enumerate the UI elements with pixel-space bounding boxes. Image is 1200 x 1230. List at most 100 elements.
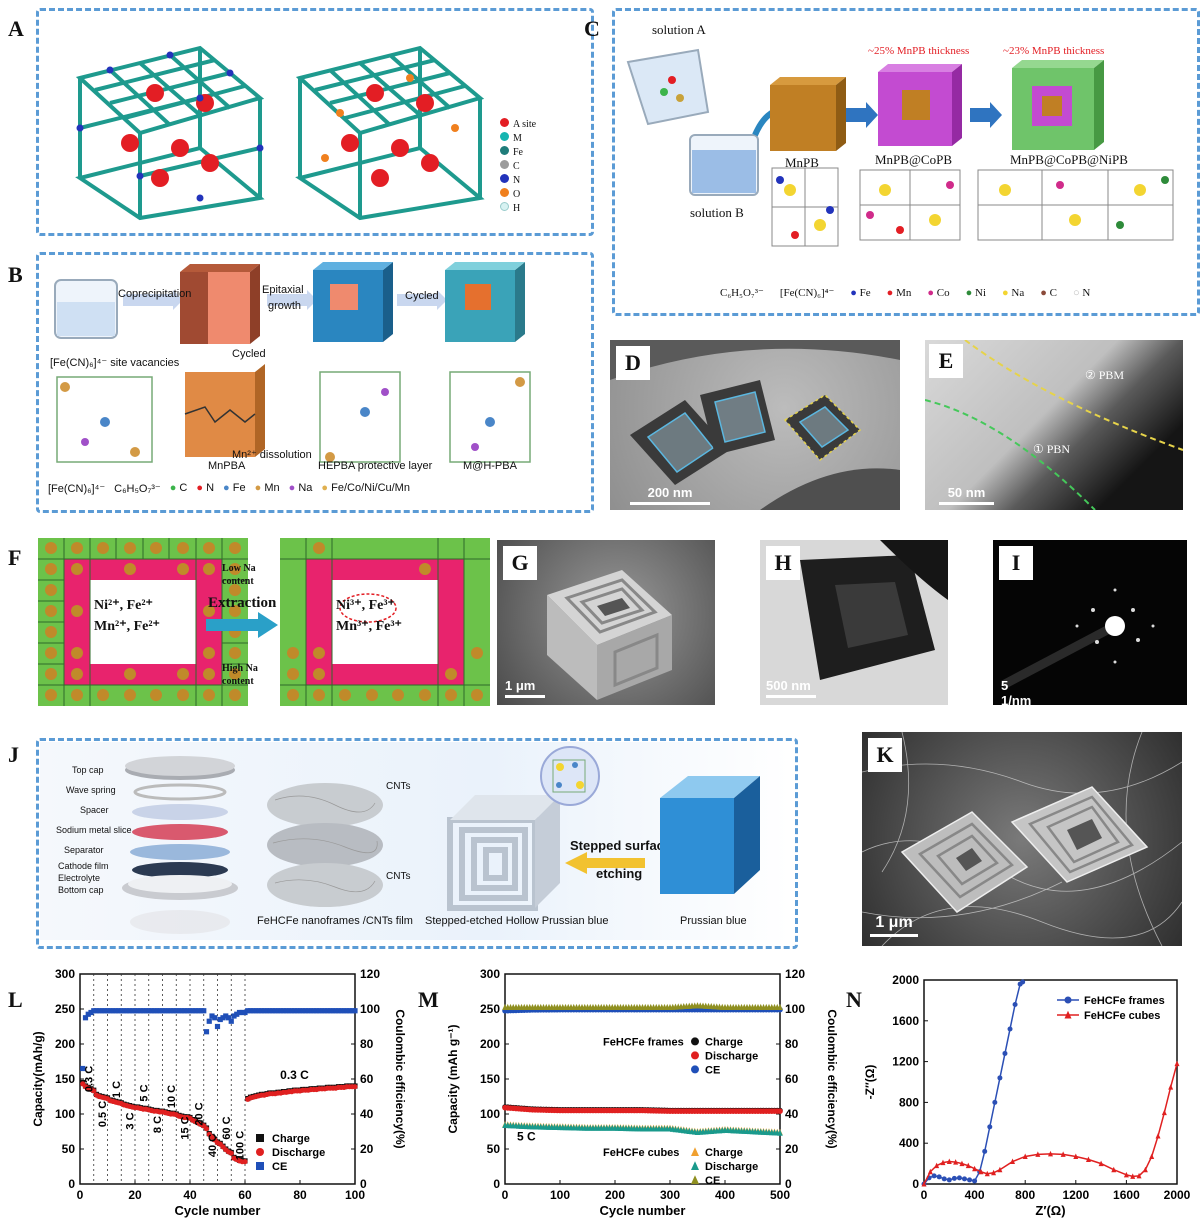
data-point-ce	[283, 1008, 289, 1014]
data-point-ce	[157, 1008, 163, 1014]
data-point-ce	[316, 1008, 322, 1014]
x-tick-label: 0	[921, 1188, 928, 1202]
legend-marker	[691, 1051, 699, 1060]
data-point-ce	[80, 1065, 86, 1072]
data-point-fehcfe-cubes	[1161, 1109, 1167, 1116]
x-tick-label: 100	[550, 1188, 570, 1202]
lattice-mnpb-copb	[859, 169, 961, 241]
panel-d-micrograph: D 200 nm	[610, 340, 900, 510]
data-point-ce	[344, 1008, 350, 1014]
data-point-ce	[338, 1008, 344, 1014]
panel-b-label: B	[8, 262, 23, 287]
data-point-ce	[107, 1008, 113, 1014]
data-point-ce	[146, 1008, 152, 1014]
data-point-ce	[198, 1008, 204, 1014]
y2-axis-title: Coulombic efficiency(%)	[825, 1009, 839, 1148]
data-point-ce	[126, 1008, 133, 1014]
step-cycled-right: Cycled	[405, 290, 439, 302]
y-tick-label: 300	[480, 967, 500, 981]
panel-k-micrograph: K 1 μm	[862, 732, 1182, 946]
f-high-na-2: content	[222, 676, 254, 687]
coin-cell-labels: Top cap Wave spring Spacer Sodium metal …	[56, 765, 132, 895]
f-arrow-label: Extraction	[208, 595, 277, 611]
x-tick-label: 0	[77, 1188, 84, 1202]
data-point-ce	[349, 1008, 355, 1014]
cnt-label-bottom: CNTs	[386, 871, 411, 882]
data-point-ce	[99, 1008, 105, 1014]
data-point-ce	[170, 1008, 177, 1014]
data-point-ce	[135, 1008, 141, 1014]
panel-c-legend: C₆H₅O₇³⁻ [Fe(CN)₆]⁴⁻ ● Fe ● Mn ● Co ● Ni…	[720, 286, 1091, 300]
data-point-ce	[121, 1008, 127, 1014]
data-point-fehcfe-cubes	[1085, 1156, 1091, 1163]
data-point-ce	[93, 1008, 100, 1014]
data-point-fehcfe-frames	[967, 1177, 973, 1183]
data-point-fehcfe-cubes	[1142, 1166, 1148, 1173]
data-point-ce	[148, 1008, 155, 1014]
data-point-ce	[151, 1008, 157, 1014]
data-point-ce	[253, 1008, 259, 1014]
data-point-ce	[115, 1008, 122, 1014]
caption-mnpba: MnPBA	[208, 460, 246, 472]
data-point-ce	[203, 1029, 210, 1035]
data-point-ce	[129, 1008, 135, 1014]
data-point-fehcfe-frames	[987, 1124, 993, 1130]
data-point-ce	[341, 1008, 347, 1014]
panel-c-frame	[612, 8, 1200, 316]
data-point-ce	[294, 1008, 300, 1014]
legend-label: Charge	[705, 1147, 743, 1159]
y2-axis-title: Coulombic efficiency(%)	[393, 1009, 407, 1148]
y2-tick-label: 80	[360, 1037, 374, 1051]
lattice-schematic	[56, 371, 531, 463]
panel-b-schematic	[54, 262, 531, 463]
y-tick-label: 200	[55, 1037, 75, 1051]
step-cycled-down: Cycled	[232, 348, 266, 360]
y-tick-label: 100	[480, 1107, 500, 1121]
data-point-fehcfe-frames	[1020, 979, 1026, 985]
data-point-ce	[236, 1009, 243, 1016]
stepped-hollow-cube	[447, 795, 560, 911]
thickness-copb: ~25% MnPB thickness	[868, 45, 970, 57]
legend-label: CE	[272, 1161, 287, 1173]
zone-pbm: ② PBM	[1085, 368, 1125, 382]
legend-dot: ●	[254, 482, 262, 494]
caption-mn-dissolution: Mn²⁺ dissolution	[232, 449, 312, 461]
legend-marker	[256, 1162, 264, 1170]
data-point-ce	[256, 1008, 262, 1014]
data-point-ce	[113, 1008, 119, 1014]
legend-title: FeHCFe cubes	[603, 1147, 679, 1159]
extraction-arrow	[206, 612, 278, 638]
f-low-na-2: content	[222, 576, 254, 587]
mnpb-cube	[770, 77, 846, 151]
legend-dot: ●	[169, 482, 177, 494]
panel-k-label: K	[868, 738, 902, 772]
data-point-fehcfe-frames	[941, 1176, 947, 1182]
x-tick-label: 1600	[1113, 1188, 1140, 1202]
x-tick-label: 200	[605, 1188, 625, 1202]
sem-nanoframes-cnt	[862, 732, 1182, 946]
y2-tick-label: 120	[785, 967, 805, 981]
data-point-fehcfe-cubes	[927, 1168, 933, 1175]
panel-e-micrograph: E ② PBM ① PBN 50 nm	[925, 340, 1183, 510]
x-axis-title: Z′(Ω)	[1035, 1203, 1065, 1218]
panel-g-label: G	[503, 546, 537, 580]
etching-label-1: Stepped surface	[570, 838, 672, 853]
hepba-cube	[313, 262, 393, 342]
mnpb-copb-cube	[878, 64, 962, 146]
scale-bar-h: 500 nm	[766, 678, 816, 698]
panel-f-label: F	[8, 545, 22, 570]
data-point-fehcfe-cubes	[1155, 1133, 1161, 1139]
data-point-fehcfe-cubes	[940, 1159, 946, 1166]
data-point-fehcfe-cubes	[1073, 1153, 1079, 1159]
y2-tick-label: 60	[360, 1072, 374, 1086]
panel-c-schematic	[626, 48, 1174, 247]
beaker-b-icon	[689, 134, 759, 196]
crystal-lattice-left	[75, 45, 265, 221]
data-point-ce	[110, 1008, 116, 1014]
data-point-ce	[220, 1015, 226, 1021]
panel-c-label: C	[584, 16, 600, 41]
name-mnpb: MnPB	[785, 155, 819, 170]
y2-tick-label: 60	[785, 1072, 799, 1086]
rate-label: 8 C	[152, 1116, 164, 1133]
data-point-ce	[239, 1009, 245, 1016]
